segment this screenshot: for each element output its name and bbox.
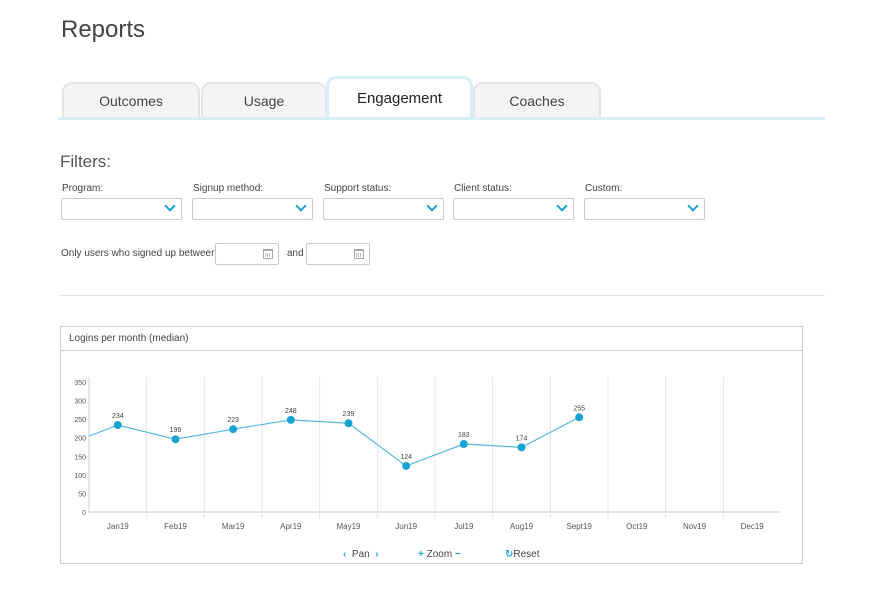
filters-title: Filters:	[60, 152, 111, 171]
data-label: 183	[458, 432, 470, 439]
chevron-down-icon	[556, 200, 568, 212]
x-tick-label: Jun19	[395, 522, 417, 531]
tab-usage[interactable]: Usage	[201, 82, 327, 117]
client-status-select[interactable]	[453, 198, 574, 220]
data-label: 234	[112, 413, 124, 420]
client-status-filter: Client status:	[453, 183, 574, 220]
signup-method-filter-label: Signup method:	[193, 183, 264, 194]
reset-control[interactable]: ↻Reset	[505, 549, 540, 560]
zoom-out-icon[interactable]: −	[454, 549, 461, 560]
y-tick-label: 350	[74, 380, 86, 387]
data-point	[517, 443, 526, 452]
data-point	[344, 419, 353, 428]
x-tick-label: Feb19	[164, 522, 187, 531]
chevron-down-icon	[426, 200, 438, 212]
custom-select[interactable]	[584, 198, 705, 220]
client-status-filter-label: Client status:	[454, 183, 512, 194]
program-select[interactable]	[61, 198, 182, 220]
report-tabs: Outcomes Usage Engagement Coaches	[58, 74, 825, 120]
data-point	[229, 425, 238, 434]
support-status-filter: Support status:	[323, 183, 444, 220]
data-label: 239	[343, 411, 355, 418]
support-status-filter-label: Support status:	[324, 183, 392, 194]
data-label: 174	[516, 435, 528, 442]
data-point	[459, 440, 468, 449]
tab-engagement[interactable]: Engagement	[326, 76, 473, 120]
tab-coaches[interactable]: Coaches	[473, 82, 601, 117]
calendar-icon	[354, 249, 364, 259]
chart-panel-header: Logins per month (median)	[61, 327, 802, 351]
data-point	[171, 435, 180, 444]
x-tick-label: Aug19	[510, 522, 534, 531]
pan-label: Pan	[351, 549, 370, 560]
tabs-baseline	[58, 117, 825, 120]
custom-filter-label: Custom:	[585, 183, 623, 194]
support-status-select[interactable]	[323, 198, 444, 220]
x-tick-label: Sept19	[566, 522, 592, 531]
x-tick-label: Jan19	[107, 522, 129, 531]
x-tick-label: Jul19	[454, 522, 474, 531]
custom-filter: Custom:	[584, 183, 705, 220]
program-filter-label: Program:	[62, 183, 104, 194]
data-label: 255	[573, 405, 585, 412]
zoom-control[interactable]: + Zoom −	[418, 549, 461, 560]
end-date-input[interactable]	[306, 243, 370, 265]
tab-outcomes[interactable]: Outcomes	[62, 82, 200, 117]
chevron-right-icon: ›	[375, 549, 379, 560]
data-label: 196	[170, 427, 182, 434]
data-point	[286, 415, 295, 424]
calendar-icon	[263, 249, 273, 259]
refresh-icon: ↻	[505, 549, 514, 560]
data-label: 124	[400, 454, 412, 461]
page-title: Reports	[61, 16, 146, 43]
chevron-left-icon: ‹	[343, 549, 347, 560]
x-tick-label: Apr19	[280, 522, 302, 531]
logins-chart-panel: Logins per month (median) 0 50 100 150 200 25…	[60, 326, 803, 564]
y-tick-label: 250	[74, 417, 86, 424]
start-date-input[interactable]	[215, 243, 279, 265]
signup-method-select[interactable]	[192, 198, 313, 220]
x-tick-label: Oct19	[626, 522, 648, 531]
zoom-label: Zoom	[426, 549, 453, 560]
chevron-down-icon	[295, 200, 307, 212]
chevron-down-icon	[687, 200, 699, 212]
logins-line-chart: 0 50 100 150 200 250 300 350 Jan19 Feb19 Mar19 Apr1…	[74, 377, 781, 531]
data-label: 248	[285, 408, 297, 415]
series-line	[88, 416, 580, 467]
x-tick-label: Nov19	[683, 522, 707, 531]
data-point	[575, 413, 584, 422]
y-tick-label: 300	[74, 399, 86, 406]
chevron-down-icon	[164, 200, 176, 212]
section-divider	[59, 295, 825, 296]
date-range-label: Only users who signed up between:	[61, 248, 220, 259]
x-tick-label: May19	[336, 522, 361, 531]
reset-label: Reset	[513, 549, 540, 560]
chart-controls: ‹ Pan › + Zoom − ↻Reset	[61, 549, 804, 563]
y-tick-label: 100	[74, 473, 86, 480]
y-tick-label: 50	[78, 491, 86, 498]
x-tick-label: Mar19	[222, 522, 245, 531]
data-label: 223	[227, 417, 239, 424]
y-tick-label: 200	[74, 436, 86, 443]
and-label: and	[287, 248, 304, 259]
signup-method-filter: Signup method:	[192, 183, 313, 220]
y-tick-label: 0	[82, 510, 86, 517]
x-tick-label: Dec19	[741, 522, 765, 531]
zoom-in-icon[interactable]: +	[418, 549, 424, 560]
y-tick-label: 150	[74, 454, 86, 461]
data-point	[402, 461, 411, 470]
program-filter: Program:	[61, 183, 182, 220]
pan-control[interactable]: ‹ Pan ›	[343, 549, 379, 560]
data-point	[113, 421, 122, 430]
